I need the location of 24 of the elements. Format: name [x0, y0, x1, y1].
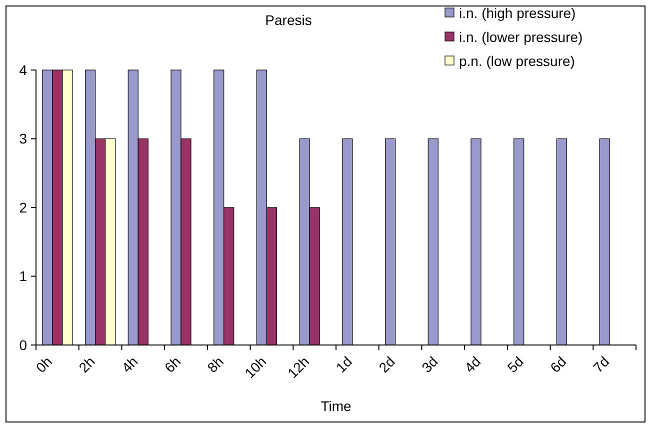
x-tick-label: 1d — [332, 353, 356, 376]
x-tick-label: 8h — [204, 353, 226, 376]
legend-label: i.n. (high pressure) — [459, 4, 576, 21]
chart-title: Paresis — [265, 12, 312, 28]
x-axis-title: Time — [320, 398, 352, 414]
x-tick-label: 2d — [376, 353, 398, 376]
x-tick-label: 2h — [76, 353, 98, 376]
x-tick-label: 4h — [118, 353, 141, 376]
x-tick-label: 3d — [418, 353, 441, 376]
y-tick-label: 3 — [19, 130, 28, 147]
x-tick-label: 12h — [284, 353, 312, 382]
legend-label: i.n. (lower pressure) — [459, 28, 583, 45]
x-tick-label: 6h — [161, 353, 184, 376]
legend-label: p.n. (low pressure) — [459, 52, 575, 69]
x-tick-label: 0h — [32, 353, 56, 376]
y-tick-label: 2 — [19, 199, 28, 216]
x-tick-label: 6d — [546, 353, 570, 376]
x-tick-label: 10h — [241, 353, 270, 382]
x-tick-label: 5d — [504, 353, 526, 376]
y-tick-label: 0 — [19, 336, 28, 353]
y-tick-label: 1 — [19, 268, 28, 284]
x-tick-label: 7d — [590, 353, 612, 376]
y-tick-label: 4 — [19, 62, 28, 78]
x-tick-label: 4d — [461, 353, 484, 376]
